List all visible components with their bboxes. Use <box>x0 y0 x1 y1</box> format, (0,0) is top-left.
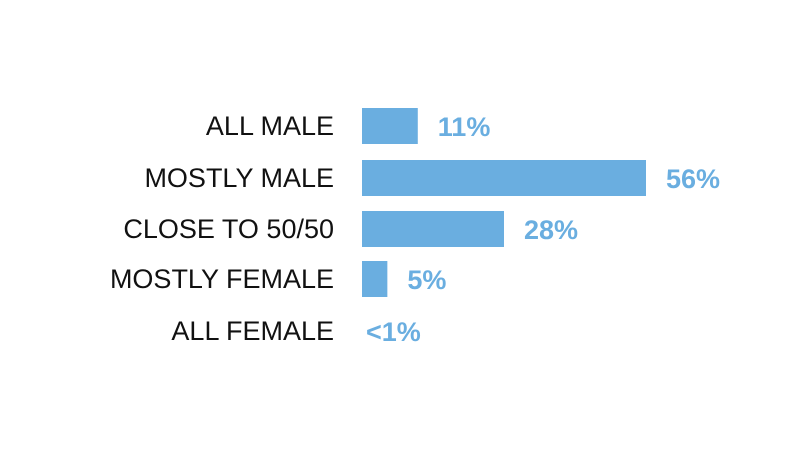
bar <box>362 108 418 144</box>
category-label: ALL FEMALE <box>171 316 334 346</box>
bar <box>362 261 388 297</box>
value-label: 5% <box>407 265 446 295</box>
category-label: CLOSE TO 50/50 <box>123 214 334 244</box>
bar <box>362 160 646 196</box>
value-label: 28% <box>524 215 578 245</box>
value-label: 11% <box>438 112 491 142</box>
category-label: MOSTLY MALE <box>144 163 334 193</box>
bar <box>362 211 504 247</box>
category-label: MOSTLY FEMALE <box>110 264 334 294</box>
category-label: ALL MALE <box>206 111 334 141</box>
value-label: 56% <box>666 164 720 194</box>
value-label: <1% <box>366 317 421 347</box>
